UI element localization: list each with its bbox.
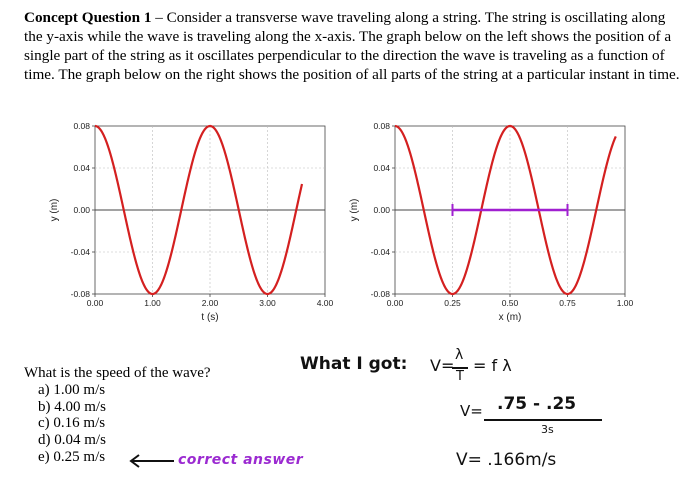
y-tick-label: -0.08 xyxy=(71,289,91,299)
option-letter: b) xyxy=(38,398,55,415)
correct-answer-note: correct answer xyxy=(178,452,304,468)
wave-curve xyxy=(94,124,304,296)
x-tick-label: 0.50 xyxy=(502,298,519,308)
x-tick-label: 2.00 xyxy=(202,298,219,308)
speed-calc-v: V= xyxy=(460,402,483,420)
wave-curve xyxy=(394,124,617,296)
multiple-choice: What is the speed of the wave? a) 1.00 m… xyxy=(24,365,211,466)
question-intro: Concept Question 1 – Consider a transver… xyxy=(24,8,684,84)
y-tick-label: 0.00 xyxy=(73,205,90,215)
answer-option: d) 0.04 m/s xyxy=(38,432,211,449)
answer-option: b) 4.00 m/s xyxy=(38,399,211,416)
option-letter: e) xyxy=(38,448,54,465)
intro-text: Consider a transverse wave traveling alo… xyxy=(24,9,680,83)
y-tick-label: 0.00 xyxy=(373,205,390,215)
y-axis-label: y (m) xyxy=(49,199,60,222)
x-tick-label: 1.00 xyxy=(144,298,161,308)
y-tick-label: 0.08 xyxy=(73,121,90,131)
option-letter: d) xyxy=(38,432,55,449)
x-tick-label: 0.00 xyxy=(87,298,104,308)
y-tick-label: 0.04 xyxy=(73,163,90,173)
option-text: 4.00 m/s xyxy=(54,398,106,415)
speed-calc-fraction-bar xyxy=(484,419,602,421)
y-tick-label: 0.04 xyxy=(373,163,390,173)
option-text: 1.00 m/s xyxy=(53,381,106,398)
option-text: 0.25 m/s xyxy=(53,448,106,465)
what-i-got-label: What I got: xyxy=(300,354,408,374)
speed-calc-numerator: .75 - .25 xyxy=(497,394,577,414)
y-tick-label: 0.08 xyxy=(373,121,390,131)
x-axis-label: t (s) xyxy=(201,312,218,323)
x-tick-label: 1.00 xyxy=(617,298,634,308)
speed-result: V= .166m/s xyxy=(456,450,557,470)
y-axis-label: y (m) xyxy=(349,199,360,222)
formula-rest: = f λ xyxy=(473,356,512,375)
y-tick-label: -0.04 xyxy=(71,247,91,257)
position-vs-time-chart: 0.00 1.00 2.00 3.00 4.00 0.08 0.04 0.00 -0.04 -0.… xyxy=(49,121,334,323)
x-tick-label: 3.00 xyxy=(259,298,276,308)
x-axis-label: x (m) xyxy=(499,312,522,323)
option-text: 0.16 m/s xyxy=(53,415,106,432)
option-letter: a) xyxy=(38,381,54,398)
y-tick-label: -0.04 xyxy=(371,247,391,257)
formula-lambda: λ xyxy=(455,347,464,363)
option-letter: c) xyxy=(38,415,54,432)
speed-calc-denominator: 3s xyxy=(541,423,554,436)
formula-t: T xyxy=(456,369,464,384)
question-prompt: What is the speed of the wave? xyxy=(24,365,211,381)
heading-dash: – xyxy=(151,9,167,26)
answer-option: e) 0.25 m/s xyxy=(38,449,211,466)
position-vs-x-chart: 0.00 0.25 0.50 0.75 1.00 0.08 0.04 0.00 -0.04 -0.… xyxy=(349,121,634,323)
formula-fraction-bar xyxy=(452,367,468,369)
x-tick-label: 4.00 xyxy=(317,298,334,308)
question-heading: Concept Question 1 xyxy=(24,9,152,26)
correct-arrow-icon xyxy=(129,454,174,468)
answer-option: c) 0.16 m/s xyxy=(38,415,211,432)
x-tick-label: 0.25 xyxy=(444,298,461,308)
x-tick-label: 0.00 xyxy=(387,298,404,308)
y-tick-label: -0.08 xyxy=(371,289,391,299)
answer-option: a) 1.00 m/s xyxy=(38,382,211,399)
answer-options: a) 1.00 m/s b) 4.00 m/s c) 0.16 m/s d) 0.04… xyxy=(24,382,211,466)
x-tick-label: 0.75 xyxy=(559,298,576,308)
formula-v: V= xyxy=(430,356,455,375)
option-text: 0.04 m/s xyxy=(54,432,106,449)
